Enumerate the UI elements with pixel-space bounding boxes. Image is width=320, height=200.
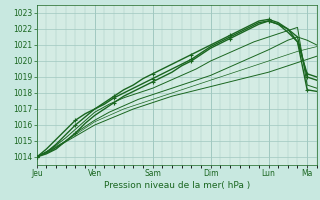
X-axis label: Pression niveau de la mer( hPa ): Pression niveau de la mer( hPa ): [104, 181, 250, 190]
